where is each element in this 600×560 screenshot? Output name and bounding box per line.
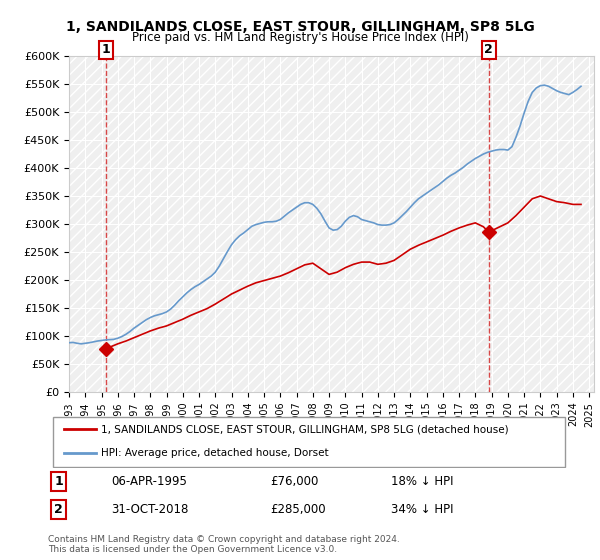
- Text: 1, SANDILANDS CLOSE, EAST STOUR, GILLINGHAM, SP8 5LG (detached house): 1, SANDILANDS CLOSE, EAST STOUR, GILLING…: [101, 424, 508, 435]
- FancyBboxPatch shape: [53, 417, 565, 466]
- Text: £76,000: £76,000: [270, 475, 318, 488]
- Text: 1: 1: [101, 43, 110, 56]
- Bar: [69, 56, 594, 392]
- Text: HPI: Average price, detached house, Dorset: HPI: Average price, detached house, Dors…: [101, 447, 328, 458]
- Text: £285,000: £285,000: [270, 503, 325, 516]
- Text: 31-OCT-2018: 31-OCT-2018: [112, 503, 189, 516]
- Text: 1, SANDILANDS CLOSE, EAST STOUR, GILLINGHAM, SP8 5LG: 1, SANDILANDS CLOSE, EAST STOUR, GILLING…: [65, 20, 535, 34]
- Text: 06-APR-1995: 06-APR-1995: [112, 475, 187, 488]
- Text: 18% ↓ HPI: 18% ↓ HPI: [391, 475, 454, 488]
- Text: Contains HM Land Registry data © Crown copyright and database right 2024.
This d: Contains HM Land Registry data © Crown c…: [48, 535, 400, 554]
- Text: Price paid vs. HM Land Registry's House Price Index (HPI): Price paid vs. HM Land Registry's House …: [131, 31, 469, 44]
- Text: 2: 2: [484, 43, 493, 56]
- Text: 1: 1: [54, 475, 63, 488]
- Text: 2: 2: [54, 503, 63, 516]
- Text: 34% ↓ HPI: 34% ↓ HPI: [391, 503, 454, 516]
